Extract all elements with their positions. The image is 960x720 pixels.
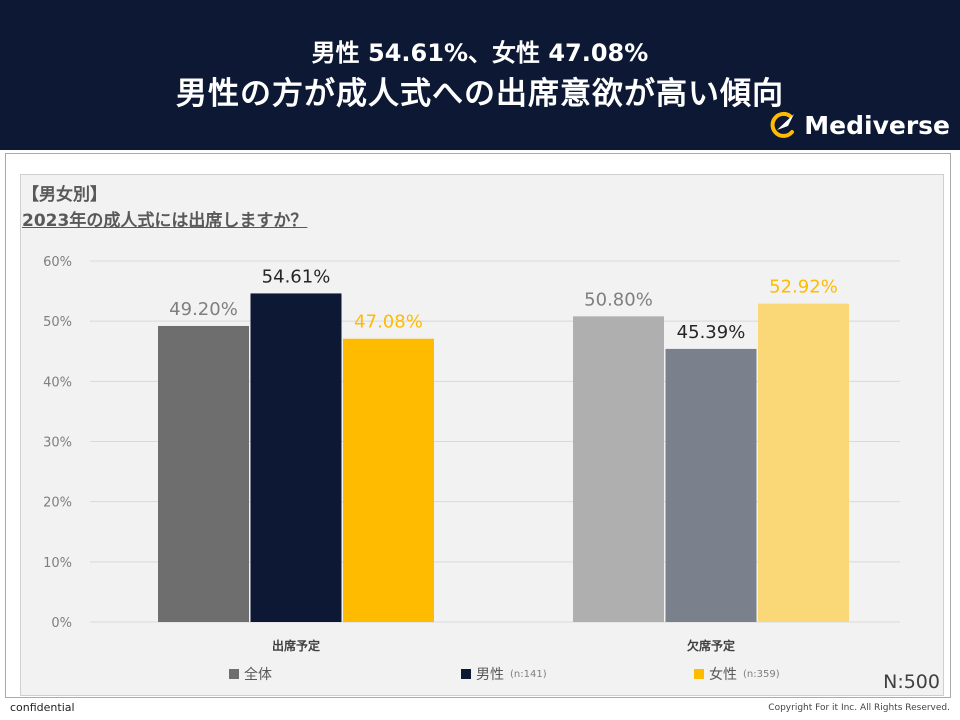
data-label: 52.92% bbox=[769, 277, 838, 298]
copyright-note: Copyright For it Inc. All Rights Reserve… bbox=[768, 703, 950, 713]
data-label: 54.61% bbox=[262, 266, 331, 287]
bar bbox=[573, 316, 664, 622]
header-banner: 男性 54.61%、女性 47.08% 男性の方が成人式への出席意欲が高い傾向 … bbox=[0, 0, 960, 150]
data-label: 45.39% bbox=[677, 322, 746, 343]
bar bbox=[665, 348, 757, 622]
legend-note-male: (n:141) bbox=[510, 668, 547, 680]
legend-label-female: 女性 bbox=[709, 667, 737, 683]
chart-legend: 全体 男性 (n:141) 女性 (n:359) bbox=[0, 664, 960, 684]
headline-title: 男性の方が成人式への出席意欲が高い傾向 bbox=[176, 76, 784, 112]
legend-item-male: 男性 (n:141) bbox=[461, 664, 547, 684]
legend-label-male: 男性 bbox=[476, 667, 504, 683]
bar bbox=[250, 293, 342, 622]
y-tick-label: 40% bbox=[43, 375, 72, 390]
legend-label-all: 全体 bbox=[244, 667, 272, 683]
data-label: 47.08% bbox=[354, 312, 423, 333]
category-label: 欠席予定 bbox=[687, 638, 735, 653]
data-label: 49.20% bbox=[169, 299, 238, 320]
legend-swatch-male bbox=[461, 669, 471, 679]
group-label: 【男女別】 bbox=[22, 185, 107, 205]
category-label: 出席予定 bbox=[272, 638, 320, 653]
question-label: 2023年の成人式には出席しますか？ bbox=[22, 211, 308, 231]
brand-logo: Mediverse bbox=[768, 110, 950, 140]
confidential-note: confidential bbox=[10, 701, 75, 714]
y-tick-label: 10% bbox=[43, 556, 72, 571]
legend-swatch-female bbox=[694, 669, 704, 679]
legend-item-all: 全体 bbox=[229, 664, 272, 684]
sample-size: N:500 bbox=[883, 671, 940, 693]
bar bbox=[758, 303, 849, 622]
logo-icon bbox=[770, 111, 795, 138]
legend-swatch-all bbox=[229, 669, 239, 679]
legend-note-female: (n:359) bbox=[743, 668, 780, 680]
headline-stats: 男性 54.61%、女性 47.08% bbox=[311, 39, 649, 67]
y-tick-label: 20% bbox=[43, 496, 72, 511]
legend-item-female: 女性 (n:359) bbox=[694, 664, 780, 684]
y-tick-label: 30% bbox=[43, 436, 72, 451]
y-tick-label: 0% bbox=[51, 616, 72, 631]
bar bbox=[158, 325, 249, 622]
y-tick-label: 60% bbox=[43, 255, 72, 270]
bar bbox=[343, 338, 434, 622]
logo-text: Mediverse bbox=[804, 110, 950, 140]
y-tick-label: 50% bbox=[43, 315, 72, 330]
data-label: 50.80% bbox=[584, 289, 653, 310]
